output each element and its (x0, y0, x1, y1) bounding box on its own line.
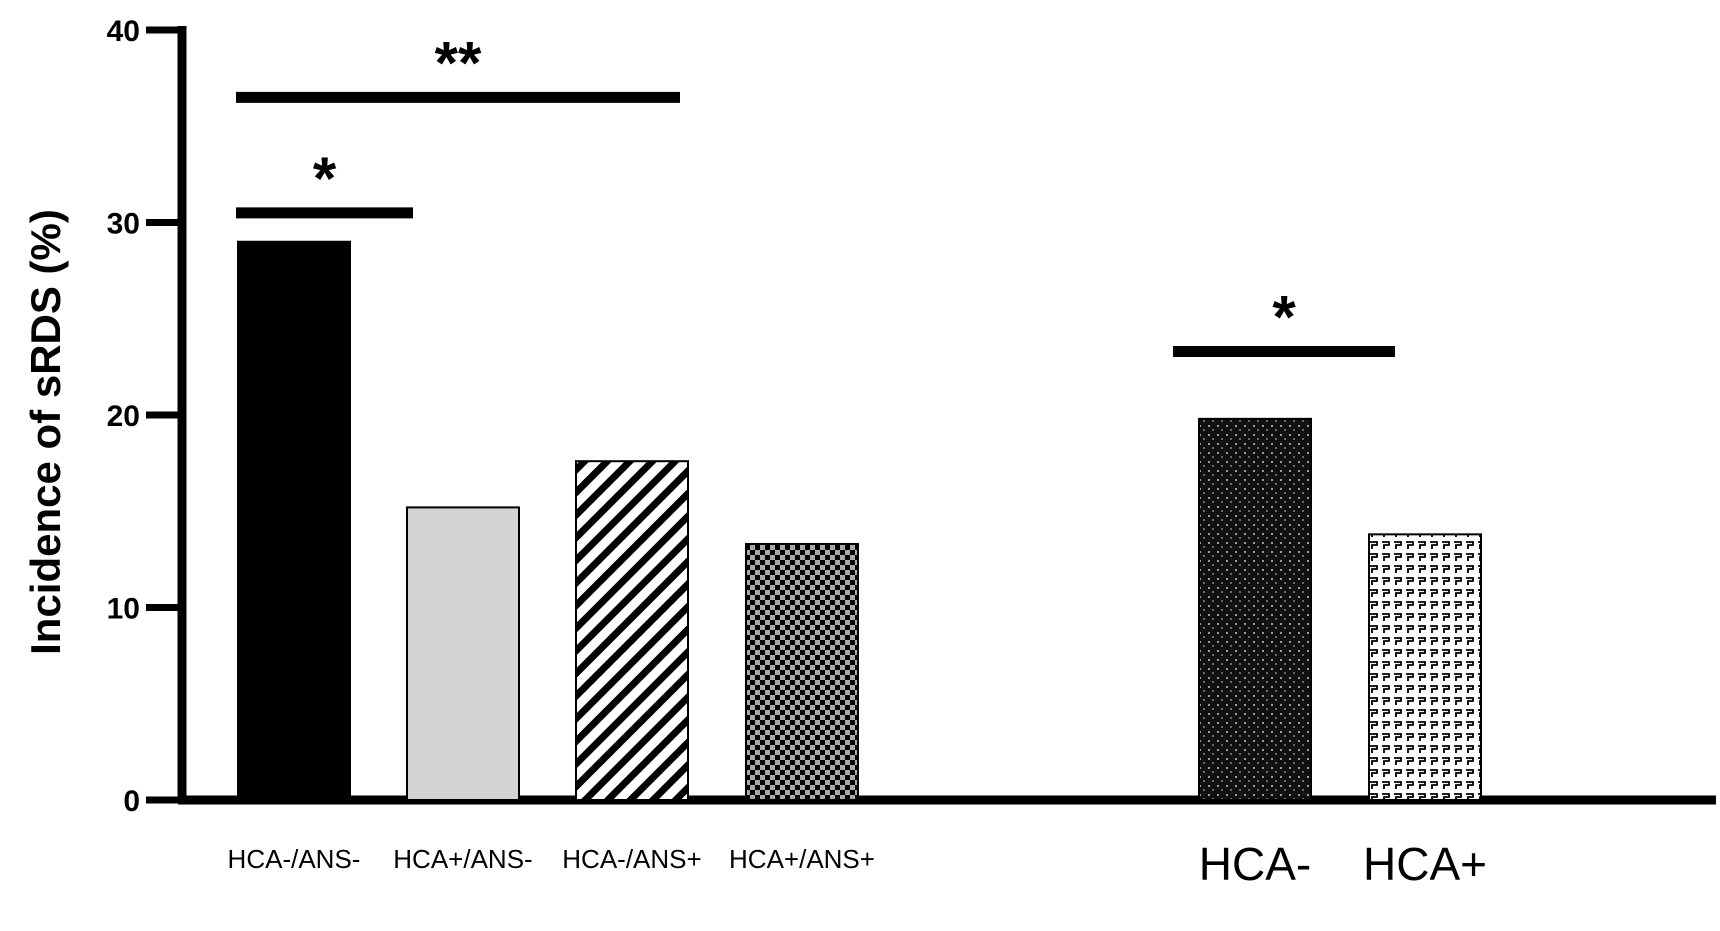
x-category-label: HCA-/ANS+ (562, 844, 701, 874)
y-tick-label: 40 (107, 15, 140, 48)
bar (406, 506, 520, 801)
significance-label: ** (435, 29, 482, 96)
x-category-label: HCA-/ANS- (228, 844, 361, 874)
significance-annotations: **** (236, 29, 1395, 357)
bar (1368, 533, 1482, 801)
bar (745, 542, 859, 801)
bar (575, 460, 689, 801)
significance-label: * (1272, 283, 1296, 350)
y-tick-label: 20 (107, 400, 140, 433)
y-tick-label: 10 (107, 593, 140, 626)
y-tick-label: 30 (107, 208, 140, 241)
bars (237, 240, 1482, 801)
y-axis-label: Incidence of sRDS (%) (22, 209, 69, 655)
significance-label: * (313, 145, 337, 212)
x-category-label: HCA+/ANS- (393, 844, 532, 874)
bar (237, 240, 351, 801)
y-tick-label: 0 (123, 785, 140, 818)
x-category-label: HCA+ (1363, 838, 1487, 890)
x-category-label: HCA- (1199, 838, 1311, 890)
labels: 0 10 20 30 40 HCA-/ANS- HCA+/ANS- HCA-/ANS+ HCA+… (107, 15, 1487, 890)
bar (1198, 417, 1312, 801)
x-category-label: HCA+/ANS+ (729, 844, 875, 874)
